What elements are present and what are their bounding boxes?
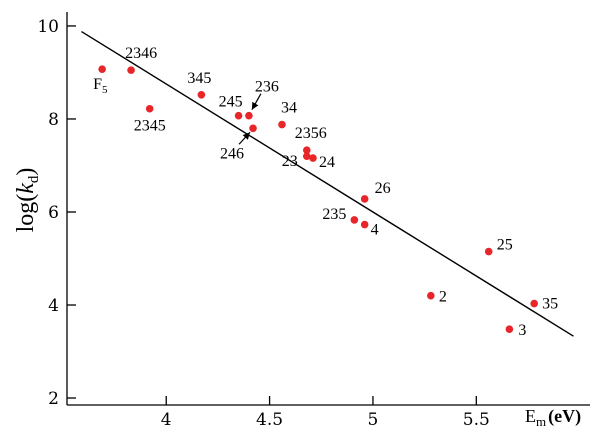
data-point (302, 146, 311, 154)
y-axis-label: log(kd) (13, 168, 42, 233)
data-point (309, 154, 317, 162)
annotation-arrows (238, 93, 262, 145)
x-tick-label: 4.5 (256, 410, 283, 430)
data-point (245, 111, 253, 120)
point-label: 34 (281, 100, 297, 117)
data-point (278, 120, 286, 129)
arrow-246-head (242, 132, 251, 140)
point-label: 2346 (125, 45, 157, 62)
data-points (98, 65, 538, 333)
data-point (484, 247, 493, 256)
point-label: 23 (282, 153, 298, 170)
point-label: F5 (93, 76, 108, 96)
point-label: 24 (319, 154, 335, 171)
point-label: 235 (322, 206, 346, 223)
data-point (530, 299, 538, 308)
y-tick-label: 4 (48, 296, 59, 316)
point-label: 2356 (295, 125, 327, 142)
data-point (360, 195, 369, 203)
x-tick-label: 5 (368, 410, 379, 430)
point-label: 246 (220, 145, 244, 162)
data-point (197, 90, 206, 99)
chart-axes (66, 12, 590, 406)
y-tick-label: 2 (48, 389, 59, 409)
data-point (302, 152, 311, 160)
x-axis-label: Em (eV) (525, 406, 581, 429)
point-label: 236 (255, 79, 279, 96)
data-point (145, 104, 154, 113)
point-label: 2 (439, 289, 447, 306)
point-label: 245 (219, 94, 243, 111)
y-tick-label: 8 (48, 110, 59, 130)
point-label: 2345 (134, 118, 166, 135)
data-point (249, 124, 257, 133)
point-label: 345 (187, 70, 211, 87)
point-label: 3 (518, 322, 526, 339)
point-label: 4 (371, 222, 379, 239)
data-point (360, 220, 369, 229)
y-tick-label: 6 (48, 203, 59, 223)
data-point (127, 66, 135, 74)
data-point (427, 291, 435, 300)
data-point (98, 65, 106, 74)
data-point (350, 216, 359, 224)
arrow-236-head (251, 101, 259, 110)
fit-line (81, 30, 574, 337)
x-tick-label: 5.5 (463, 410, 490, 430)
y-tick-label: 10 (37, 17, 59, 37)
x-tick-label: 4 (161, 410, 172, 430)
point-label: 25 (497, 237, 513, 254)
data-point (234, 111, 243, 120)
data-point (505, 325, 514, 333)
point-label: 26 (375, 180, 391, 197)
point-label: 35 (542, 296, 558, 313)
